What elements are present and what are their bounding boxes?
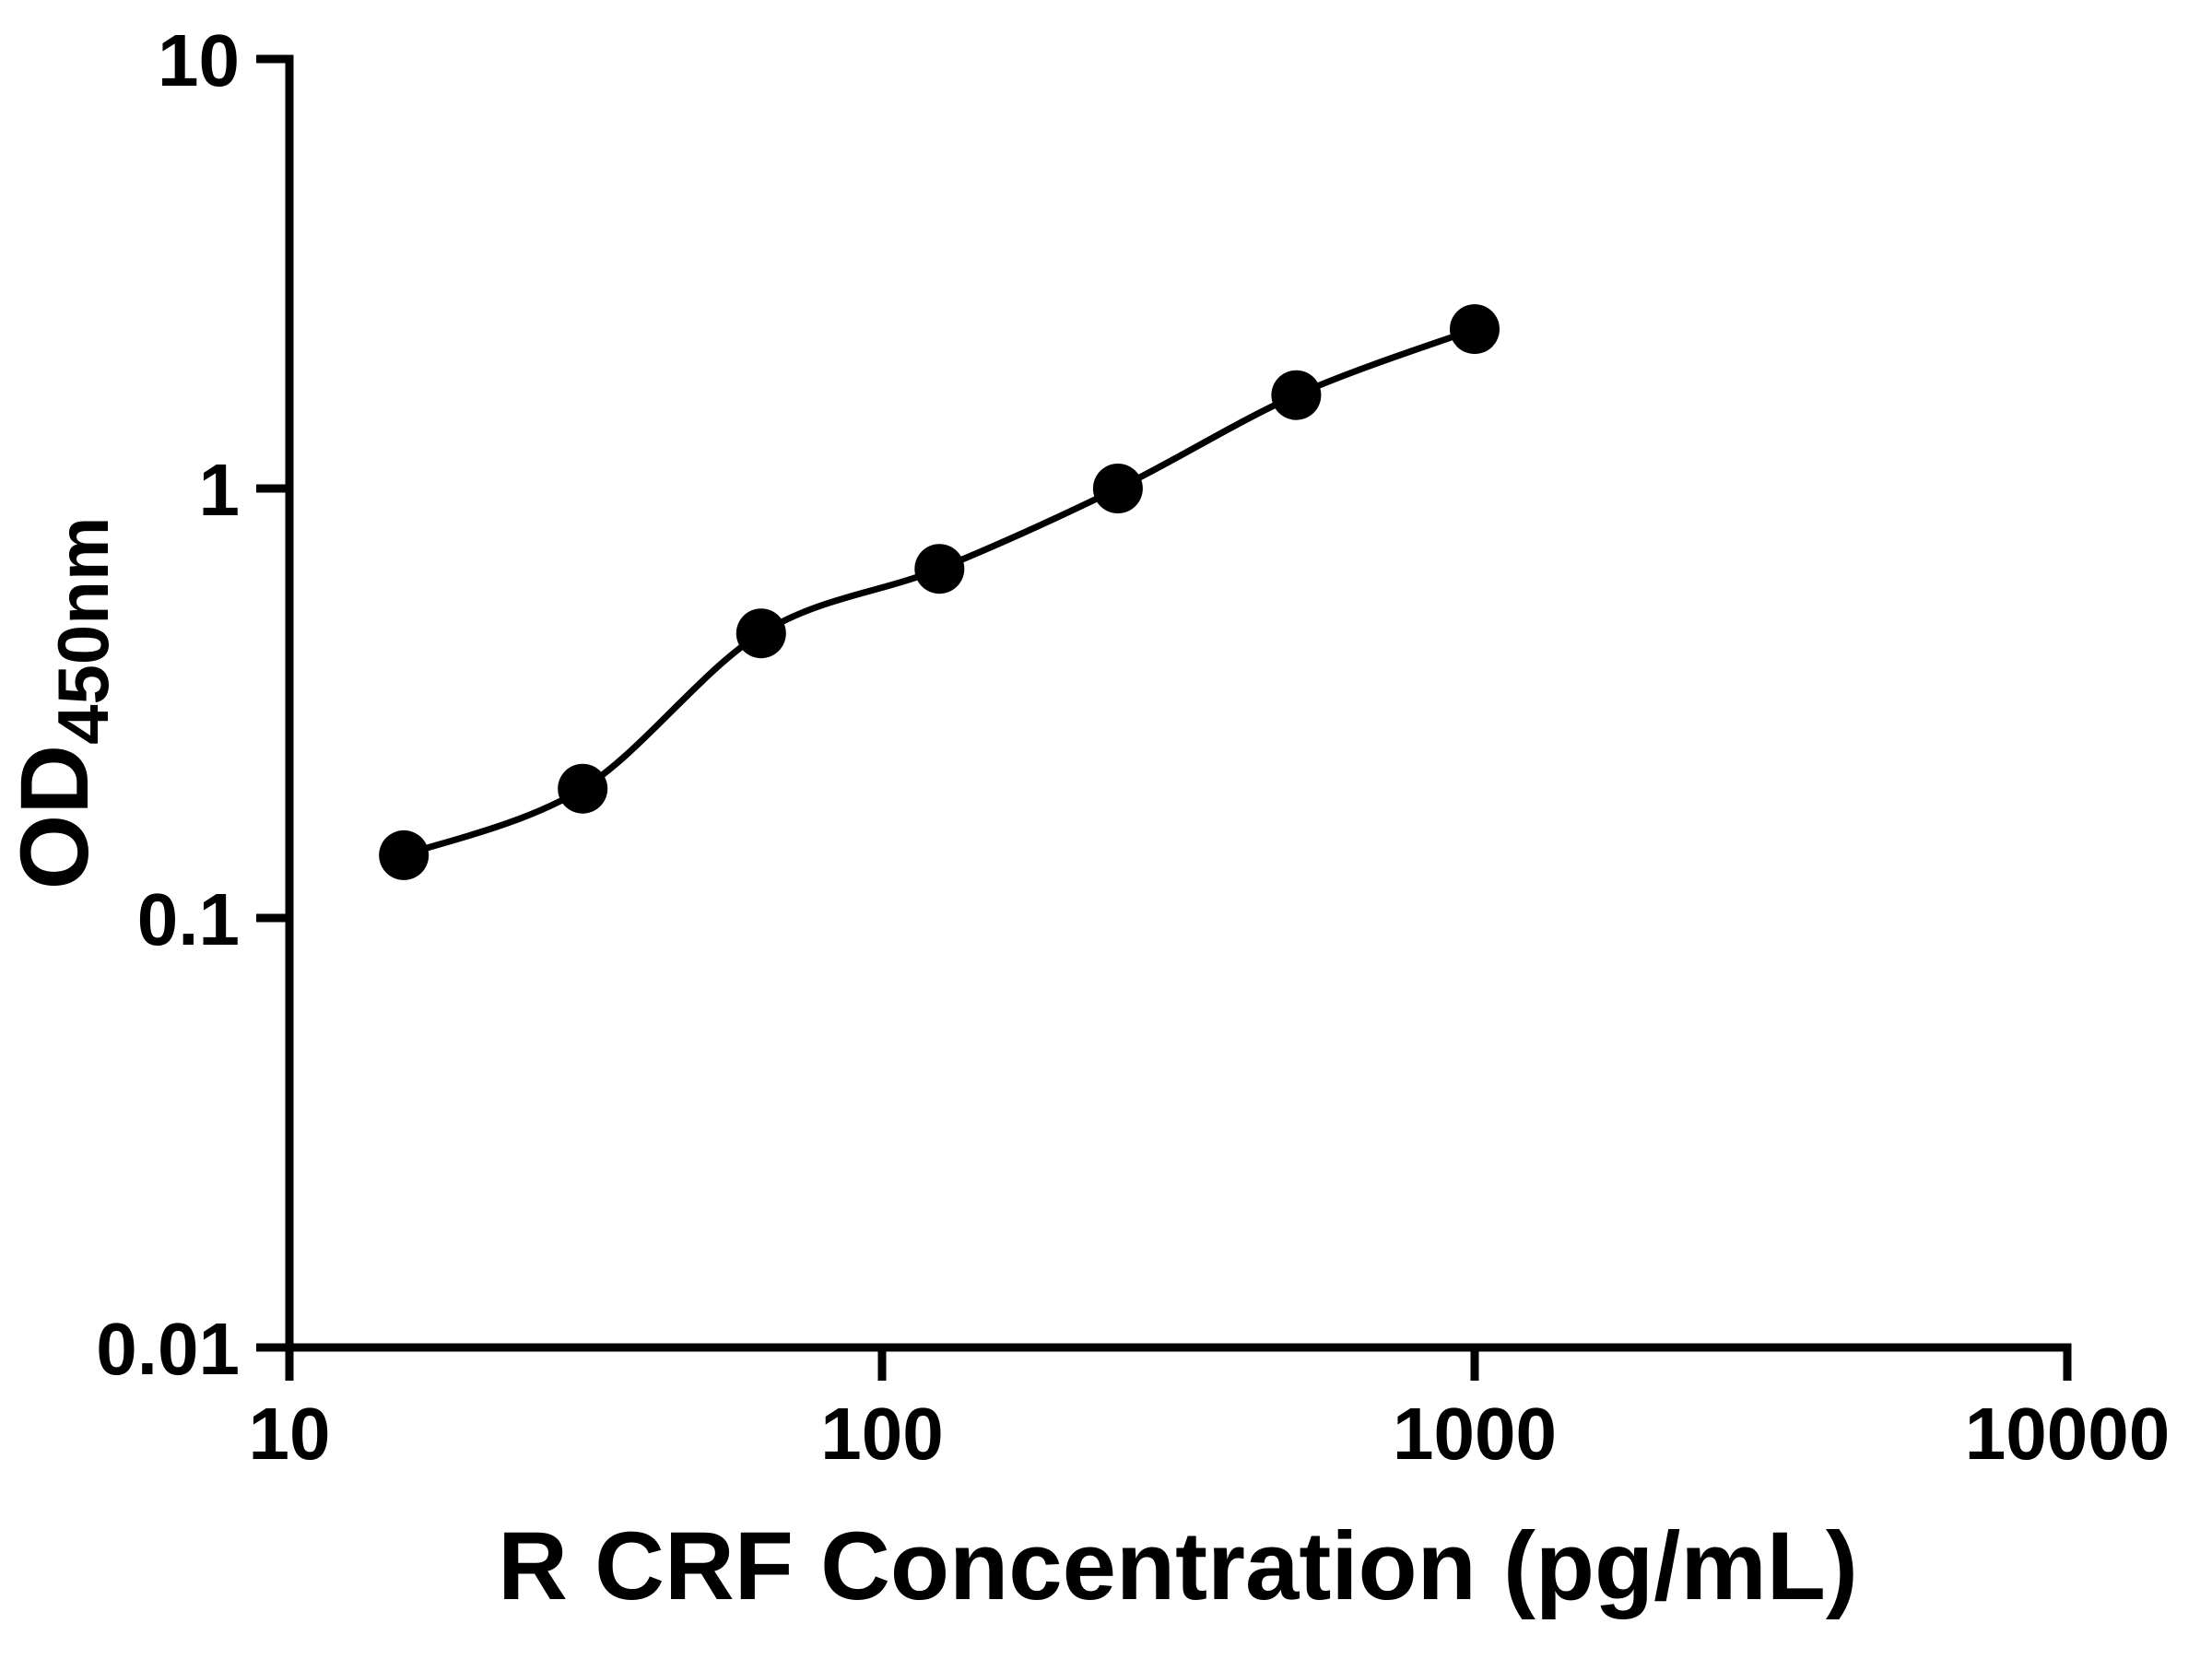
axes-frame	[285, 54, 2072, 1352]
data-point	[1271, 370, 1322, 420]
x-tick-label: 100	[820, 1393, 943, 1475]
x-axis-label: R CRF Concentration (pg/mL)	[498, 1512, 1858, 1620]
data-point	[558, 763, 608, 814]
data-point	[1092, 464, 1143, 513]
y-tick-label: 0.1	[137, 878, 240, 960]
y-axis-label: OD450nm	[1, 517, 124, 890]
x-tick-label: 10000	[1965, 1393, 2170, 1475]
y-tick-label: 10	[158, 19, 240, 101]
data-point	[1450, 304, 1500, 355]
y-axis-label-main: OD	[1, 745, 109, 890]
y-tick-label: 1	[199, 449, 241, 531]
data-point	[735, 608, 786, 659]
y-tick-label: 0.01	[96, 1308, 240, 1390]
x-tick-label: 10	[249, 1393, 331, 1475]
plot-area: 10 100 1000 10000 0.01 0.1 1 10	[96, 19, 2170, 1475]
y-axis-label-subscript: 450nm	[42, 517, 124, 745]
x-tick-label: 1000	[1393, 1393, 1557, 1475]
data-point	[914, 544, 965, 594]
data-point	[379, 830, 429, 880]
